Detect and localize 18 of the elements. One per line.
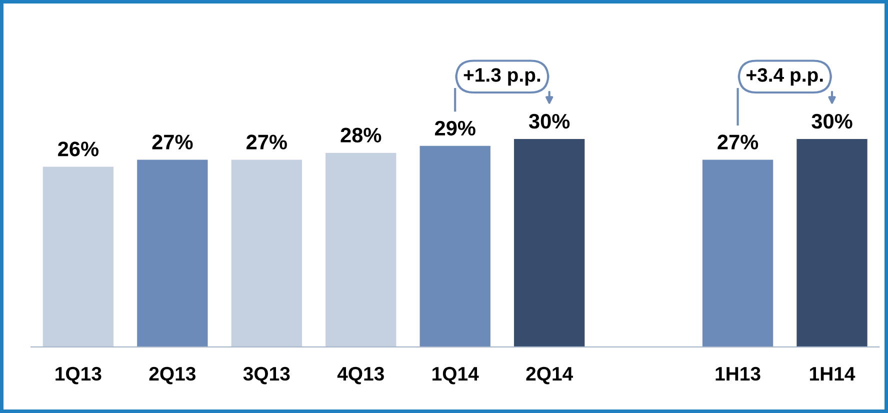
data-label: 28% — [340, 128, 382, 142]
data-label: 26% — [58, 142, 98, 156]
x-tick-label: 1Q13 — [56, 366, 102, 384]
data-label: 27% — [246, 134, 287, 150]
x-tick-label: 1Q14 — [432, 366, 479, 384]
x-tick-label: 2Q13 — [149, 366, 196, 384]
data-label: 27% — [718, 134, 758, 150]
data-label: 30% — [812, 114, 852, 129]
text: +3.4 p.p. — [746, 68, 823, 86]
data-label: 30% — [528, 114, 570, 129]
x-tick-label: 3Q13 — [243, 366, 290, 384]
x-tick-label: 4Q13 — [337, 366, 384, 384]
x-tick-label: 1H13 — [716, 366, 760, 381]
text: +1.3 p.p. — [464, 68, 540, 86]
x-tick-label: 1H14 — [810, 367, 856, 380]
data-label: 27% — [152, 134, 193, 150]
data-label: 29% — [434, 120, 476, 136]
x-tick-label: 2Q14 — [526, 366, 574, 384]
